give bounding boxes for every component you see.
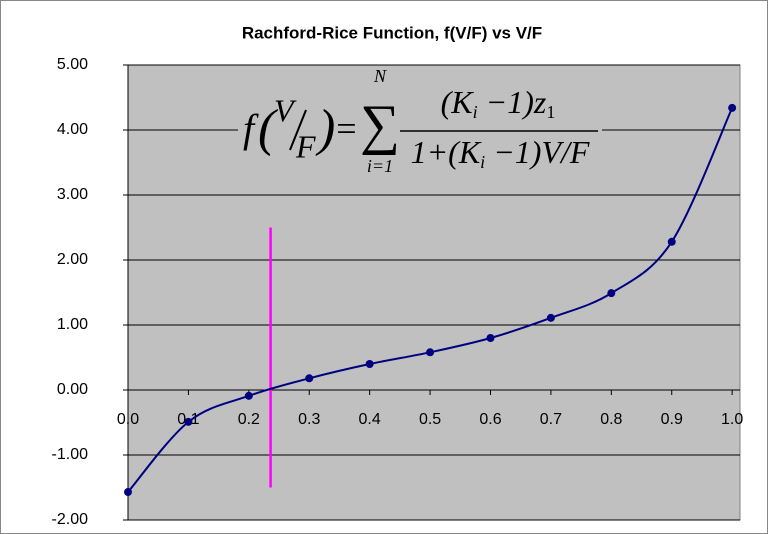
equation: f ( V F ) = ∑ N i=1 (Ki −1)z1 1+(Ki −1)V… — [238, 66, 602, 185]
y-tick-label: 4.00 — [57, 121, 88, 138]
y-tick-label: 1.00 — [57, 316, 88, 333]
y-tick-label: 0.00 — [57, 381, 88, 398]
eq-sub: 1 — [546, 102, 555, 122]
eq-sub: i — [480, 152, 485, 172]
eq-text: 1+(K — [411, 134, 482, 170]
eq-bottom: F — [295, 128, 316, 164]
x-tick-label: 1.0 — [721, 411, 743, 428]
point — [426, 348, 435, 357]
eq-sub: i — [473, 102, 478, 122]
x-tick-label: 0.8 — [600, 411, 622, 428]
marks: -2.00-1.000.001.002.003.004.005.000.00.1… — [52, 56, 744, 528]
eq-slash — [289, 109, 307, 151]
eq-paren: ) — [315, 100, 335, 157]
x-tick-label: 0.2 — [238, 411, 260, 428]
x-tick-label: 0.5 — [419, 411, 441, 428]
x-tick-label: 0.3 — [298, 411, 320, 428]
eq-text: −1)z — [478, 84, 547, 120]
point — [486, 334, 495, 342]
point — [667, 237, 676, 246]
eq-upper: N — [373, 66, 387, 86]
point — [305, 374, 314, 383]
eq-denominator: 1+(Ki −1)V/F — [411, 134, 590, 172]
x-tick-label: 0.7 — [540, 411, 562, 428]
x-tick-label: 0.9 — [661, 411, 683, 428]
eq-sum: ∑ — [360, 94, 400, 156]
point — [184, 417, 193, 426]
y-tick-label: 5.00 — [57, 56, 88, 73]
x-tick-label: 0.4 — [359, 411, 381, 428]
eq-text: −1)V/F — [485, 134, 590, 170]
point — [124, 488, 132, 497]
chart-title: Rachford-Rice Function, f(V/F) vs V/F — [242, 23, 542, 42]
y-tick-label: 2.00 — [57, 251, 88, 268]
y-tick-label: -1.00 — [52, 446, 89, 463]
eq-top: V — [274, 92, 297, 128]
eq-equals: = — [334, 108, 358, 148]
point — [607, 289, 616, 298]
point — [365, 360, 374, 368]
point — [728, 103, 737, 112]
point — [546, 313, 555, 322]
series-line — [127, 107, 734, 493]
eq-text: (K — [441, 84, 475, 120]
eq-lower: i=1 — [367, 156, 393, 176]
x-tick-label: 0.0 — [117, 411, 139, 428]
y-tick-label: -2.00 — [52, 511, 89, 528]
eq-numerator: (Ki −1)z1 — [441, 84, 556, 122]
eq-paren: ( — [258, 100, 278, 157]
y-tick-label: 3.00 — [57, 186, 88, 203]
point — [244, 391, 253, 400]
x-tick-label: 0.6 — [479, 411, 501, 428]
